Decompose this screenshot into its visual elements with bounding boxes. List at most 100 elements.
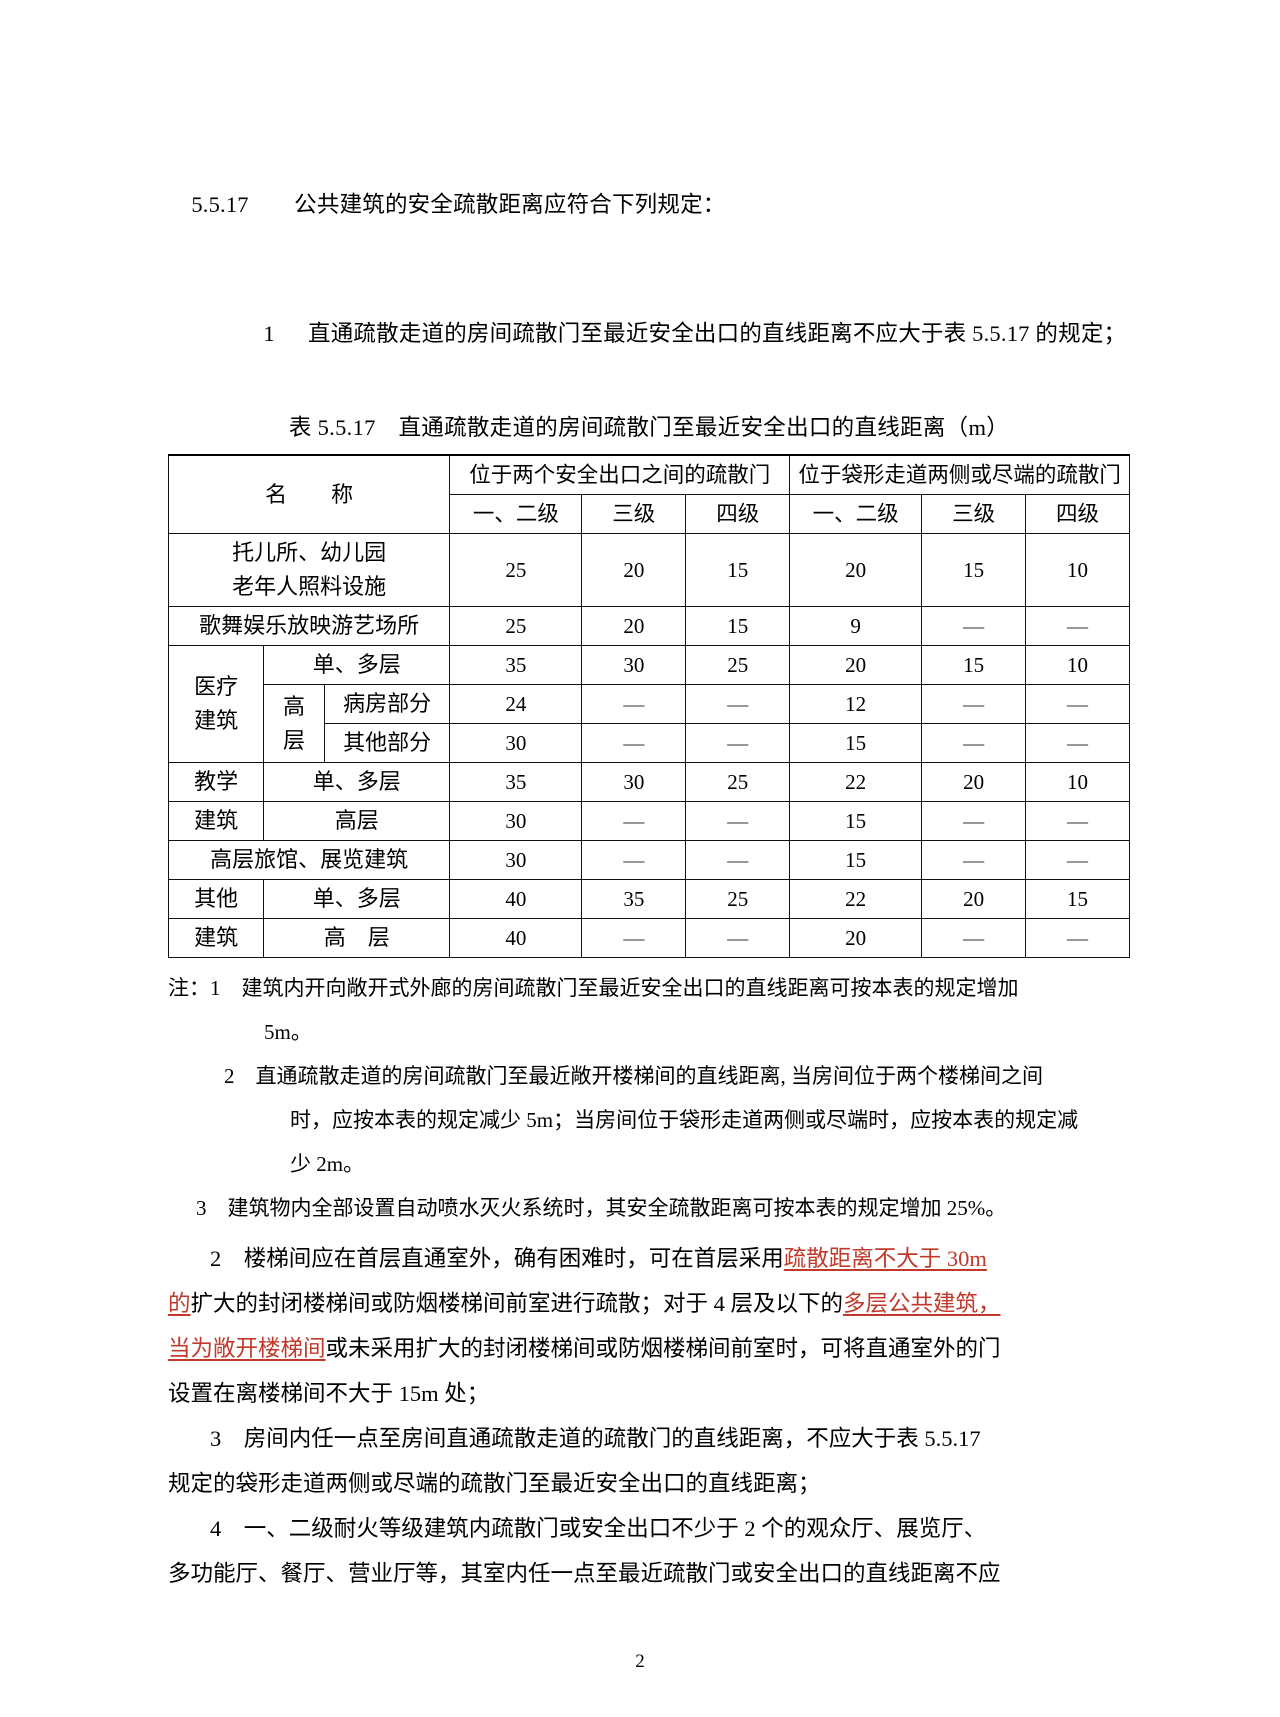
- header-grade-4-deadend: 四级: [1025, 494, 1130, 534]
- clause-2-line-4: 设置在离楼梯间不大于 15m 处；: [168, 1371, 1130, 1416]
- row-label-line-2: 老年人照料设施: [232, 574, 387, 599]
- header-group-between-exits: 位于两个安全出口之间的疏散门: [449, 454, 791, 495]
- clause-2-number: 2: [210, 1246, 222, 1271]
- row-sublabel-high-rise: 高层: [263, 801, 451, 841]
- clause-number: 5.5.17: [191, 192, 249, 217]
- clause-2-seg-normal-4: 设置在离楼梯间不大于 15m 处；: [168, 1381, 490, 1406]
- cell-value: 20: [789, 918, 923, 958]
- note-item-2: 2 直通疏散走道的房间疏散门至最近敞开楼梯间的直线距离, 当房间位于两个楼梯间之…: [168, 1054, 1130, 1098]
- cell-value: —: [581, 801, 687, 841]
- row-label-line-1: 托儿所、幼儿园: [232, 540, 387, 565]
- evacuation-distance-table: 名 称 位于两个安全出口之间的疏散门 位于袋形走道两侧或尽端的疏散门 一、二级 …: [167, 454, 1130, 958]
- row-group-label-teaching-line-1: 教学: [167, 762, 265, 802]
- clause-item-4: 4 一、二级耐火等级建筑内疏散门或安全出口不少于 2 个的观众厅、展览厅、 多功…: [168, 1506, 1130, 1596]
- clause-3-number: 3: [210, 1426, 222, 1451]
- cell-value: 40: [449, 918, 583, 958]
- cell-value: 25: [685, 879, 791, 919]
- clause-2-seg-revised-4: 当为敞开楼梯间: [168, 1336, 326, 1361]
- cell-value: 12: [789, 684, 923, 724]
- cell-value: 20: [921, 762, 1027, 802]
- clause-3-text-2: 规定的袋形走道两侧或尽端的疏散门至最近安全出口的直线距离；: [168, 1471, 821, 1496]
- cell-value: 40: [449, 879, 583, 919]
- cell-value: 10: [1025, 645, 1130, 685]
- note-1-line-1: 建筑内开向敞开式外廊的房间疏散门至最近安全出口的直线距离可按本表的规定增加: [241, 976, 1019, 1000]
- cell-value: 15: [921, 533, 1027, 607]
- cell-value: —: [1025, 723, 1130, 763]
- table-notes: 注： 1 建筑内开向敞开式外廊的房间疏散门至最近安全出口的直线距离可按本表的规定…: [168, 966, 1130, 1230]
- note-3-line-1: 建筑物内全部设置自动喷水灭火系统时，其安全疏散距离可按本表的规定增加 25%。: [227, 1196, 1007, 1220]
- header-grade-3-deadend: 三级: [921, 494, 1027, 534]
- cell-value: 20: [581, 533, 687, 607]
- clause-2-seg-revised-3: 多层公共建筑，: [843, 1291, 1001, 1316]
- cell-value: 15: [921, 645, 1027, 685]
- clause-2-line-3: 当为敞开楼梯间或未采用扩大的封闭楼梯间或防烟楼梯间前室时，可将直通室外的门: [168, 1326, 1130, 1371]
- clause-4-line-2: 多功能厅、餐厅、营业厅等，其室内任一点至最近疏散门或安全出口的直线距离不应: [168, 1551, 1130, 1596]
- table-row: 其他 单、多层 40 35 25 22 20 15: [167, 879, 1130, 919]
- tier-label-line-2: 层: [283, 727, 306, 753]
- cell-value: 20: [789, 533, 923, 607]
- header-group-dead-end: 位于袋形走道两侧或尽端的疏散门: [789, 454, 1130, 495]
- header-name: 名 称: [167, 454, 451, 534]
- clause-title: 公共建筑的安全疏散距离应符合下列规定：: [294, 192, 726, 217]
- cell-value: 25: [449, 606, 583, 646]
- cell-value: —: [921, 840, 1027, 880]
- row-group-label-medical: 医疗 建筑: [167, 645, 265, 763]
- cell-value: 22: [789, 762, 923, 802]
- table-header-row-group: 名 称 位于两个安全出口之间的疏散门 位于袋形走道两侧或尽端的疏散门: [167, 454, 1130, 534]
- table-caption: 表 5.5.17 直通疏散走道的房间疏散门至最近安全出口的直线距离（m）: [288, 415, 1010, 440]
- row-label-hotel-exhibition: 高层旅馆、展览建筑: [167, 840, 451, 880]
- row-group-label-other-line-1: 其他: [167, 879, 265, 919]
- note-1-line-2: 5m。: [264, 1020, 312, 1044]
- clause-item-3: 3 房间内任一点至房间直通疏散走道的疏散门的直线距离，不应大于表 5.5.17 …: [168, 1416, 1130, 1506]
- row-sublabel-low-rise: 单、多层: [263, 645, 451, 685]
- note-item-3: 3 建筑物内全部设置自动喷水灭火系统时，其安全疏散距离可按本表的规定增加 25%…: [168, 1186, 1130, 1230]
- clause-2-line-2: 的扩大的封闭楼梯间或防烟楼梯间前室进行疏散；对于 4 层及以下的多层公共建筑，: [168, 1281, 1130, 1326]
- row-sublabel-high-rise: 高 层: [263, 918, 451, 958]
- row-sublabel-low-rise: 单、多层: [263, 879, 451, 919]
- cell-value: 25: [685, 645, 791, 685]
- note-1-number: 1: [210, 976, 221, 1000]
- cell-value: —: [921, 606, 1027, 646]
- cell-value: —: [581, 918, 687, 958]
- clause-2-seg-normal-2: 扩大的封闭楼梯间或防烟楼梯间前室进行疏散；对于 4 层及以下的: [190, 1291, 844, 1316]
- cell-value: —: [685, 840, 791, 880]
- clause-4-line-1: 4 一、二级耐火等级建筑内疏散门或安全出口不少于 2 个的观众厅、展览厅、: [168, 1506, 1130, 1551]
- cell-value: —: [685, 801, 791, 841]
- row-label-nursery: 托儿所、幼儿园 老年人照料设施: [167, 533, 451, 607]
- cell-value: 15: [789, 840, 923, 880]
- cell-value: —: [1025, 918, 1130, 958]
- cell-value: —: [581, 684, 687, 724]
- row-sublabel-other-part: 其他部分: [323, 723, 451, 763]
- cell-value: 15: [1025, 879, 1130, 919]
- clause-2-line-1: 2 楼梯间应在首层直通室外，确有困难时，可在首层采用疏散距离不大于 30m: [168, 1236, 1130, 1281]
- cell-value: 15: [789, 723, 923, 763]
- cell-value: —: [581, 723, 687, 763]
- cell-value: —: [581, 840, 687, 880]
- clause-item-2: 2 楼梯间应在首层直通室外，确有困难时，可在首层采用疏散距离不大于 30m 的扩…: [168, 1236, 1130, 1416]
- cell-value: —: [685, 723, 791, 763]
- cell-value: —: [1025, 801, 1130, 841]
- table-row: 建筑 高 层 40 — — 20 — —: [167, 918, 1130, 958]
- cell-value: 20: [921, 879, 1027, 919]
- cell-value: —: [921, 918, 1027, 958]
- header-grade-3-between: 三级: [581, 494, 687, 534]
- cell-value: —: [921, 684, 1027, 724]
- clause-4-text-1: 一、二级耐火等级建筑内疏散门或安全出口不少于 2 个的观众厅、展览厅、: [243, 1516, 987, 1541]
- header-grade-1-2-between: 一、二级: [449, 494, 583, 534]
- row-label-entertainment: 歌舞娱乐放映游艺场所: [167, 606, 451, 646]
- note-2-line-2: 时，应按本表的规定减少 5m；当房间位于袋形走道两侧或尽端时，应按本表的规定减: [290, 1108, 1079, 1132]
- table-row: 托儿所、幼儿园 老年人照料设施 25 20 15 20 15 10: [167, 533, 1130, 607]
- cell-value: —: [1025, 684, 1130, 724]
- clause-2-seg-normal-1: 楼梯间应在首层直通室外，确有困难时，可在首层采用: [243, 1246, 784, 1271]
- group-label-line-1: 医疗: [194, 674, 239, 699]
- cell-value: 20: [789, 645, 923, 685]
- cell-value: 20: [581, 606, 687, 646]
- cell-value: 30: [581, 645, 687, 685]
- cell-value: 25: [685, 762, 791, 802]
- table-row: 歌舞娱乐放映游艺场所 25 20 15 9 — —: [167, 606, 1130, 646]
- note-3-number: 3: [196, 1196, 207, 1220]
- table-row: 高层旅馆、展览建筑 30 — — 15 — —: [167, 840, 1130, 880]
- cell-value: 24: [449, 684, 583, 724]
- note-item-1: 注： 1 建筑内开向敞开式外廊的房间疏散门至最近安全出口的直线距离可按本表的规定…: [168, 966, 1130, 1010]
